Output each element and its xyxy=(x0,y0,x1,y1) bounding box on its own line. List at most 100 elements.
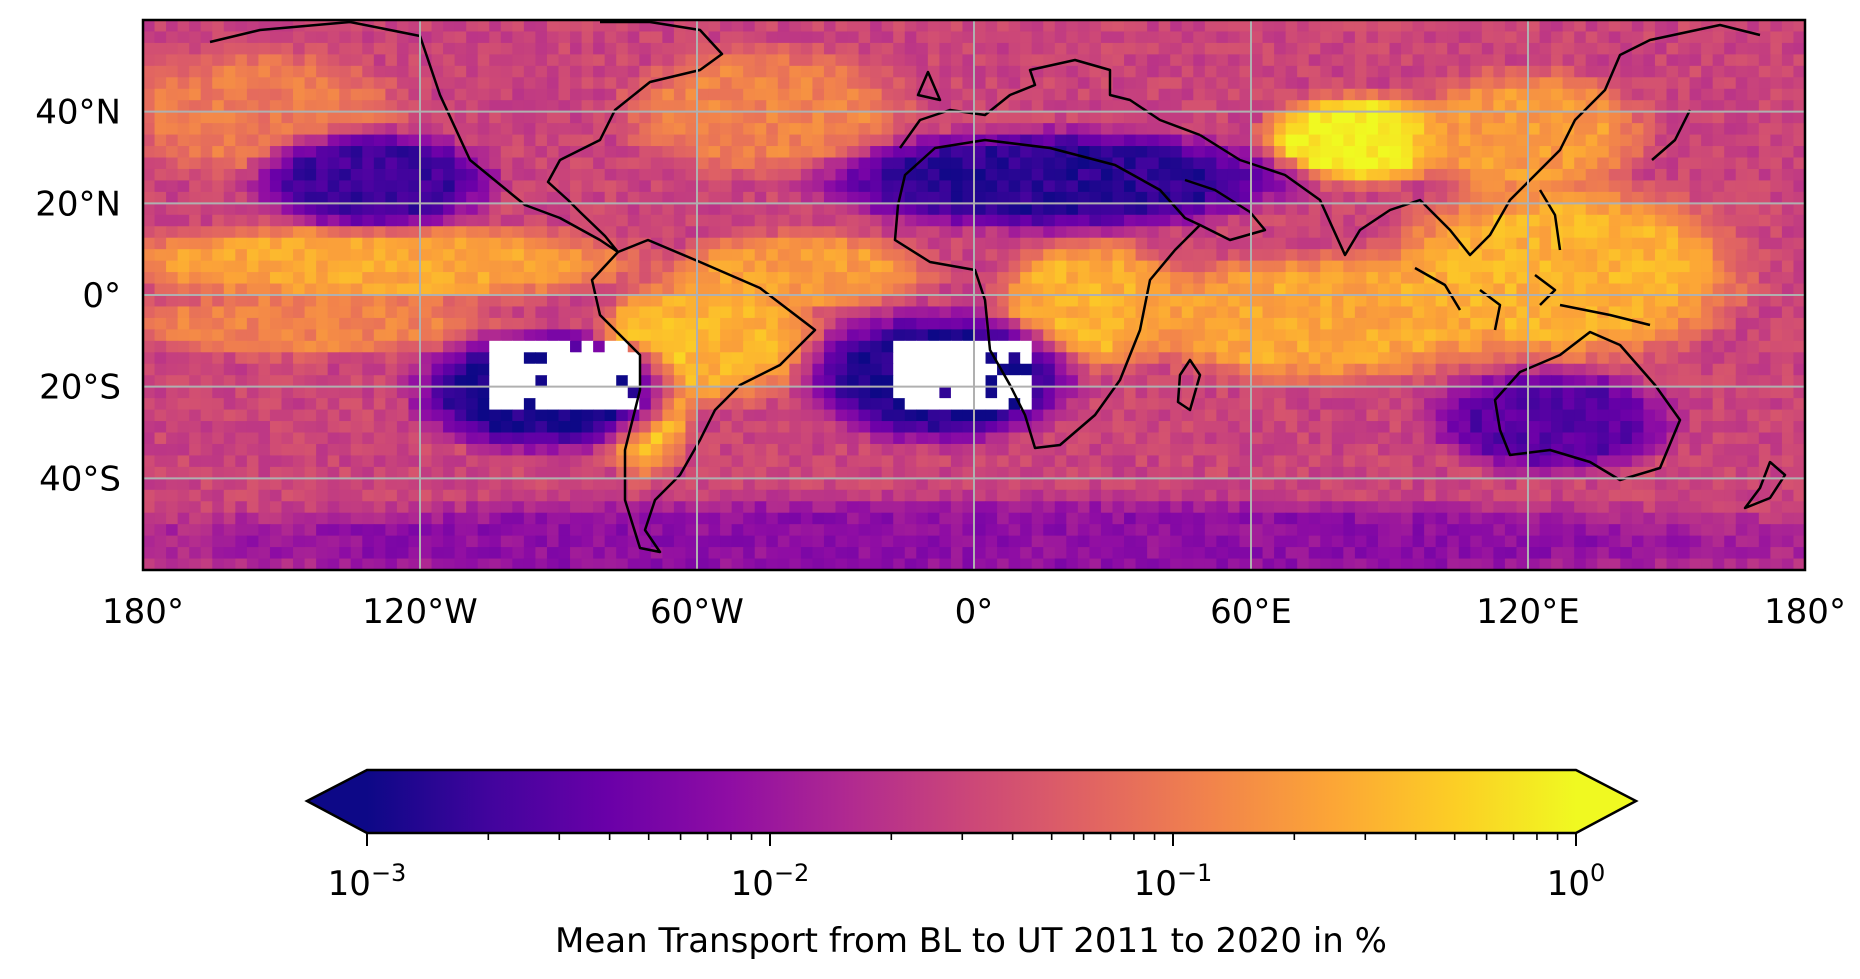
heatmap-cell xyxy=(1562,260,1575,273)
heatmap-cell xyxy=(1274,123,1287,136)
heatmap-cell xyxy=(1158,42,1171,55)
heatmap-cell xyxy=(927,214,940,227)
heatmap-cell xyxy=(500,31,513,44)
heatmap-cell xyxy=(720,191,733,204)
heatmap-cell xyxy=(904,111,917,124)
heatmap-cell xyxy=(904,226,917,239)
heatmap-cell xyxy=(1066,295,1079,308)
heatmap-cell xyxy=(789,295,802,308)
heatmap-cell xyxy=(546,100,560,113)
heatmap-cell xyxy=(789,249,802,262)
heatmap-cell xyxy=(269,226,283,239)
heatmap-cell xyxy=(154,272,167,285)
heatmap-cell xyxy=(743,340,756,353)
heatmap-cell xyxy=(1089,65,1102,78)
heatmap-cell xyxy=(1401,20,1414,33)
heatmap-cell xyxy=(1193,123,1206,136)
heatmap-cell xyxy=(650,146,663,159)
heatmap-cell xyxy=(1516,123,1529,136)
heatmap-cell xyxy=(1204,317,1217,330)
heatmap-cell xyxy=(1262,306,1275,319)
heatmap-cell xyxy=(650,329,663,342)
heatmap-cell xyxy=(1493,375,1506,388)
no-data-cell xyxy=(581,340,594,353)
heatmap-cell xyxy=(1181,386,1194,399)
heatmap-cell xyxy=(535,226,548,239)
heatmap-cell xyxy=(1735,100,1748,113)
heatmap-cell xyxy=(1793,88,1805,101)
heatmap-cell xyxy=(627,157,640,170)
heatmap-cell xyxy=(1758,123,1771,136)
heatmap-cell xyxy=(639,111,652,124)
heatmap-cell xyxy=(281,88,294,101)
heatmap-cell xyxy=(1216,203,1229,216)
heatmap-cell xyxy=(1274,375,1287,388)
heatmap-cell xyxy=(1320,65,1333,78)
heatmap-cell xyxy=(1066,375,1079,388)
heatmap-cell xyxy=(1747,157,1760,170)
heatmap-cell xyxy=(904,42,917,55)
heatmap-cell xyxy=(1331,191,1344,204)
heatmap-cell xyxy=(1574,146,1587,159)
heatmap-cell xyxy=(500,329,513,342)
heatmap-cell xyxy=(1216,317,1229,330)
heatmap-cell xyxy=(1620,146,1633,159)
heatmap-cell xyxy=(362,226,375,239)
heatmap-cell xyxy=(1689,237,1702,250)
heatmap-cell xyxy=(258,340,271,353)
heatmap-cell xyxy=(489,88,502,101)
heatmap-cell xyxy=(1504,306,1518,319)
heatmap-cell xyxy=(1701,295,1714,308)
heatmap-cell xyxy=(777,226,790,239)
heatmap-cell xyxy=(235,237,248,250)
heatmap-cell xyxy=(1193,191,1206,204)
heatmap-cell xyxy=(558,20,571,33)
heatmap-cell xyxy=(1574,283,1587,296)
heatmap-cell xyxy=(974,260,987,273)
heatmap-cell xyxy=(246,168,260,182)
heatmap-cell xyxy=(997,249,1010,262)
heatmap-cell xyxy=(1481,306,1494,319)
heatmap-cell xyxy=(489,317,502,330)
heatmap-cell xyxy=(1666,249,1679,262)
heatmap-cell xyxy=(881,54,894,67)
heatmap-cell xyxy=(1366,260,1379,273)
heatmap-cell xyxy=(200,283,213,296)
heatmap-cell xyxy=(985,260,998,273)
heatmap-cell xyxy=(1516,88,1529,101)
heatmap-cell xyxy=(858,340,871,353)
heatmap-cell xyxy=(1239,134,1252,147)
heatmap-cell xyxy=(1654,42,1668,55)
heatmap-cell xyxy=(1504,42,1518,55)
heatmap-cell xyxy=(512,249,525,262)
heatmap-cell xyxy=(697,329,710,342)
heatmap-cell xyxy=(1562,272,1575,285)
heatmap-cell xyxy=(420,20,433,33)
heatmap-cell xyxy=(1712,317,1725,330)
heatmap-cell xyxy=(1216,272,1229,285)
heatmap-cell xyxy=(1274,409,1287,422)
heatmap-cell xyxy=(1320,272,1333,285)
heatmap-cell xyxy=(373,317,386,330)
heatmap-cell xyxy=(720,20,733,33)
heatmap-cell xyxy=(1366,272,1379,285)
heatmap-cell xyxy=(1470,363,1483,376)
heatmap-cell xyxy=(720,203,733,216)
heatmap-cell xyxy=(316,88,329,101)
heatmap-cell xyxy=(997,191,1010,204)
heatmap-cell xyxy=(847,157,860,170)
heatmap-cell xyxy=(1366,329,1379,342)
heatmap-cell xyxy=(1054,157,1067,170)
heatmap-cell xyxy=(385,180,398,193)
heatmap-cell xyxy=(1712,123,1725,136)
heatmap-cell xyxy=(1447,203,1460,216)
heatmap-cell xyxy=(1170,386,1183,399)
heatmap-cell xyxy=(431,42,444,55)
heatmap-cell xyxy=(246,375,260,388)
heatmap-cell xyxy=(731,20,744,33)
heatmap-cell xyxy=(627,191,640,204)
heatmap-cell xyxy=(246,260,260,273)
heatmap-cell xyxy=(1054,100,1067,113)
heatmap-cell xyxy=(385,203,398,216)
heatmap-cell xyxy=(1735,283,1748,296)
